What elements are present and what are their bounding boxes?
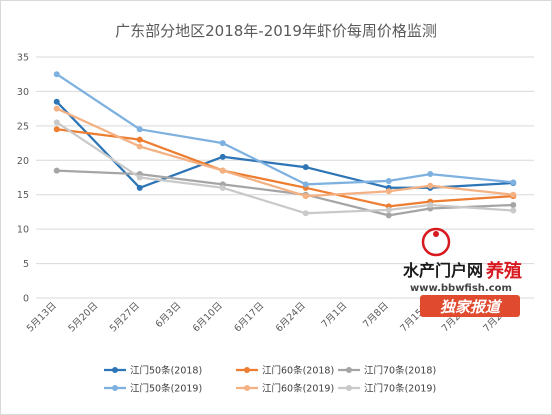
y-tick-label: 20 <box>17 156 29 167</box>
data-point <box>510 179 517 186</box>
legend-label: 江门50条(2018) <box>130 365 202 377</box>
legend-item: 江门70条(2019) <box>338 383 436 395</box>
legend-item: 江门60条(2018) <box>236 365 334 377</box>
data-point <box>510 207 517 214</box>
data-point <box>136 174 143 181</box>
data-point <box>53 126 60 133</box>
data-point <box>302 193 309 200</box>
legend-item: 江门70条(2018) <box>338 365 436 377</box>
data-point <box>219 167 226 174</box>
watermark-badge-bg <box>420 295 520 317</box>
data-point <box>302 181 309 188</box>
data-point <box>53 71 60 78</box>
data-point <box>510 191 517 198</box>
data-point <box>427 202 434 209</box>
y-tick-label: 30 <box>17 87 29 98</box>
legend: 江门50条(2018) 江门60条(2018) 江门70条(2018) 江门50条(2… <box>104 365 436 395</box>
data-point <box>219 140 226 147</box>
series-lines <box>53 71 517 219</box>
data-point <box>302 164 309 171</box>
data-point <box>53 98 60 105</box>
y-tick-label: 25 <box>17 121 29 132</box>
data-point <box>427 171 434 178</box>
y-axis-ticks: 0 5 10 15 20 25 30 35 <box>17 53 29 305</box>
watermark-url: www.bbwfish.com <box>410 283 512 294</box>
legend-item: 江门50条(2018) <box>104 365 202 377</box>
watermark-tagline: 独家报道 <box>440 298 503 316</box>
data-point <box>219 184 226 191</box>
data-point <box>385 212 392 219</box>
data-point <box>136 143 143 150</box>
data-point <box>385 206 392 213</box>
chart-title: 广东部分地区2018年-2019年虾价每周价格监测 <box>115 22 437 40</box>
legend-marker <box>112 367 118 373</box>
series-3 <box>53 71 517 188</box>
data-point <box>385 177 392 184</box>
data-point <box>219 153 226 160</box>
legend-label: 江门50条(2019) <box>130 383 202 395</box>
legend-marker <box>244 385 250 391</box>
series-4 <box>53 105 517 200</box>
legend-item: 江门50条(2019) <box>104 383 202 395</box>
legend-item: 江门60条(2019) <box>236 383 334 395</box>
logo-swoosh <box>421 227 451 257</box>
data-point <box>53 105 60 112</box>
legend-marker <box>112 385 118 391</box>
data-point <box>136 136 143 143</box>
y-tick-label: 5 <box>23 259 29 270</box>
data-point <box>427 182 434 189</box>
data-point <box>53 119 60 126</box>
watermark-site-badge: 养殖 <box>485 260 522 282</box>
data-point <box>136 184 143 191</box>
data-point <box>53 167 60 174</box>
legend-label: 江门70条(2018) <box>364 365 436 377</box>
data-point <box>136 126 143 133</box>
y-tick-label: 10 <box>17 225 29 236</box>
legend-label: 江门60条(2019) <box>262 383 334 395</box>
y-tick-label: 35 <box>17 53 29 64</box>
y-tick-label: 15 <box>17 190 29 201</box>
data-point <box>510 202 517 209</box>
data-point <box>302 210 309 217</box>
watermark-site-name: 水产门户网 <box>403 261 483 280</box>
legend-marker <box>346 385 352 391</box>
y-tick-label: 0 <box>23 294 29 305</box>
series-5 <box>53 119 517 217</box>
watermark-logo: 水产门户网 养殖 www.bbwfish.com 独家报道 <box>403 227 522 317</box>
data-point <box>385 188 392 195</box>
logo-dot <box>433 231 439 237</box>
legend-marker <box>346 367 352 373</box>
legend-marker <box>244 367 250 373</box>
legend-label: 江门60条(2018) <box>262 365 334 377</box>
legend-label: 江门70条(2019) <box>364 383 436 395</box>
